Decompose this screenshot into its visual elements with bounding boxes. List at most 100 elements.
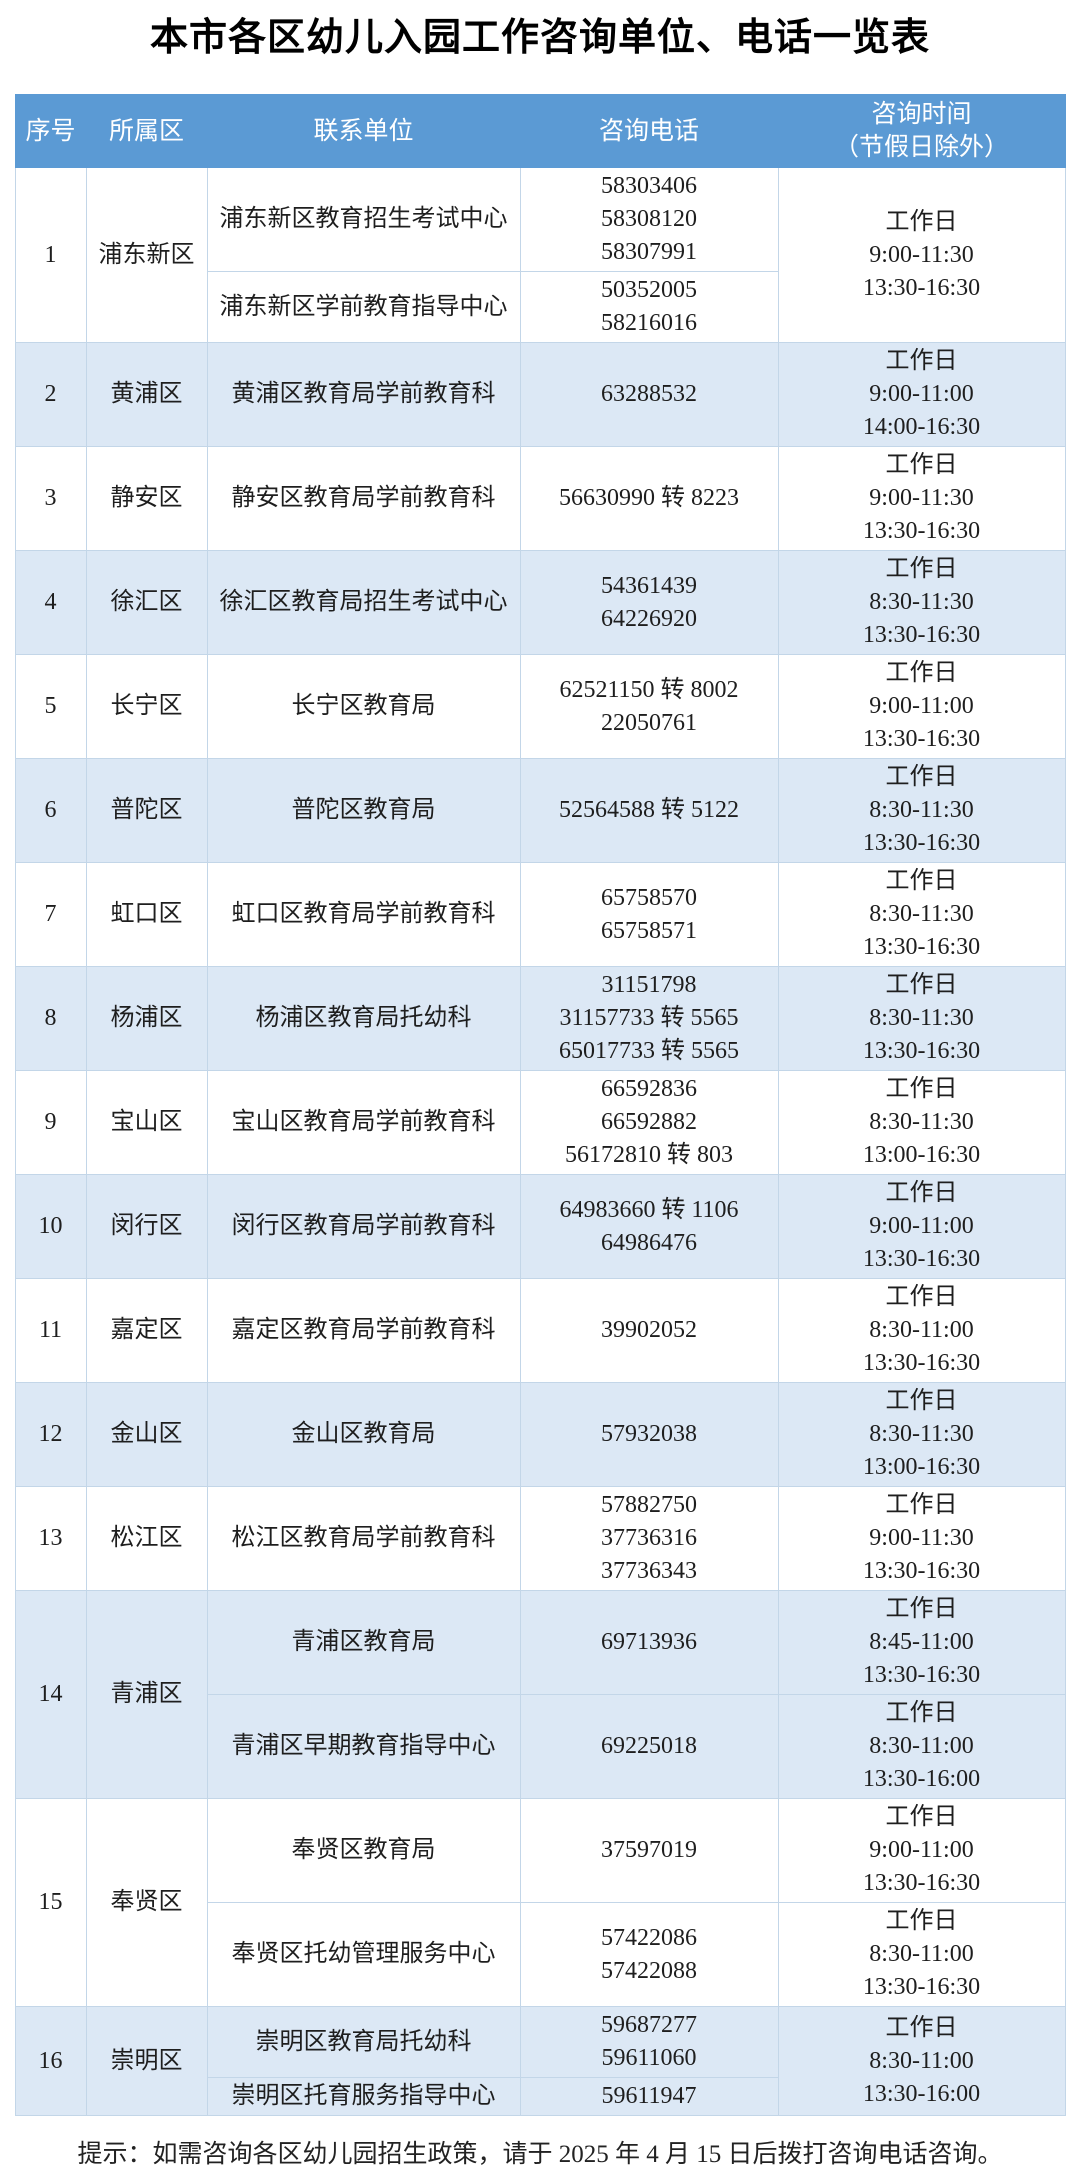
- time-cell: 工作日 8:30-11:00 13:30-16:30: [777, 1902, 1066, 2007]
- unit-cell: 闵行区教育局学前教育科: [206, 1174, 521, 1279]
- table-row: 16 崇明区 崇明区教育局托幼科 59687277 59611060 工作日 8:30-11…: [14, 2006, 1066, 2116]
- unit-cell: 崇明区托育服务指导中心: [206, 2077, 521, 2116]
- row-number-cell: 4: [14, 550, 87, 655]
- district-cell: 嘉定区: [85, 1278, 208, 1383]
- row-number-cell: 2: [14, 342, 87, 447]
- time-cell: 工作日 8:30-11:00 13:30-16:30: [777, 1278, 1066, 1383]
- row-number-cell: 14: [14, 1590, 87, 1799]
- col-header-phone: 咨询电话: [519, 94, 779, 168]
- unit-cell: 崇明区教育局托幼科: [206, 2006, 521, 2078]
- district-cell: 长宁区: [85, 654, 208, 759]
- time-cell: 工作日 9:00-11:30 13:30-16:30: [777, 1486, 1066, 1591]
- page-title: 本市各区幼儿入园工作咨询单位、电话一览表: [149, 17, 930, 59]
- table-row: 8 杨浦区 杨浦区教育局托幼科 31151798 31157733 转 5565 6501…: [14, 966, 1066, 1071]
- row-number-cell: 10: [14, 1174, 87, 1279]
- table-row: 12 金山区 金山区教育局 57932038 工作日 8:30-11:30 13:00-16…: [14, 1382, 1066, 1487]
- time-cell: 工作日 9:00-11:00 13:30-16:30: [777, 654, 1066, 759]
- phone-cell: 64983660 转 1106 64986476: [519, 1174, 779, 1279]
- time-cell: 工作日 8:30-11:00 13:30-16:00: [777, 1694, 1066, 1799]
- row-number-cell: 1: [14, 167, 87, 343]
- phone-cell: 62521150 转 8002 22050761: [519, 654, 779, 759]
- table-row: 5 长宁区 长宁区教育局 62521150 转 8002 22050761 工作日 9:00…: [14, 654, 1066, 759]
- phone-cell: 57932038: [519, 1382, 779, 1487]
- district-cell: 青浦区: [85, 1590, 208, 1799]
- unit-cell: 浦东新区学前教育指导中心: [206, 271, 521, 343]
- phone-cell: 31151798 31157733 转 5565 65017733 转 5565: [519, 966, 779, 1071]
- unit-cell: 静安区教育局学前教育科: [206, 446, 521, 551]
- district-cell: 金山区: [85, 1382, 208, 1487]
- time-cell: 工作日 9:00-11:00 13:30-16:30: [777, 1798, 1066, 1903]
- phone-cell: 57882750 37736316 37736343: [519, 1486, 779, 1591]
- unit-cell: 杨浦区教育局托幼科: [206, 966, 521, 1071]
- unit-cell: 普陀区教育局: [206, 758, 521, 863]
- row-number-cell: 15: [14, 1798, 87, 2007]
- table-row: 青浦区早期教育指导中心 69225018 工作日 8:30-11:00 13:30-16…: [15, 1694, 1066, 1799]
- time-cell: 工作日 8:45-11:00 13:30-16:30: [777, 1590, 1066, 1695]
- table-row: 3 静安区 静安区教育局学前教育科 56630990 转 8223 工作日 9:00-11…: [14, 446, 1066, 551]
- table-row: 14 青浦区 青浦区教育局 69713936 工作日 8:45-11:00 13:30-16…: [14, 1590, 1066, 1799]
- phone-cell: 37597019: [519, 1798, 779, 1903]
- district-cell: 松江区: [85, 1486, 208, 1591]
- phone-cell: 39902052: [519, 1278, 779, 1383]
- phone-cell: 59611947: [519, 2077, 779, 2116]
- table-header: 序号 所属区 联系单位 咨询电话 咨询时间 （节假日除外）: [14, 94, 1066, 168]
- district-cell: 虹口区: [85, 862, 208, 967]
- table-row: 7 虹口区 虹口区教育局学前教育科 65758570 65758571 工作日 8:30-1…: [14, 862, 1066, 967]
- time-cell: 工作日 8:30-11:30 13:30-16:30: [777, 862, 1066, 967]
- row-number-cell: 7: [14, 862, 87, 967]
- phone-cell: 56630990 转 8223: [519, 446, 779, 551]
- col-header-time: 咨询时间 （节假日除外）: [777, 94, 1066, 168]
- unit-cell: 奉贤区教育局: [206, 1798, 521, 1903]
- time-cell: 工作日 9:00-11:00 13:30-16:30: [777, 1174, 1066, 1279]
- table-row: 4 徐汇区 徐汇区教育局招生考试中心 54361439 64226920 工作日 8:30-…: [14, 550, 1066, 655]
- phone-cell: 54361439 64226920: [519, 550, 779, 655]
- phone-cell: 69225018: [519, 1694, 779, 1799]
- row-number-cell: 13: [14, 1486, 87, 1591]
- col-header-time-line2: （节假日除外）: [833, 133, 1009, 161]
- time-cell: 工作日 8:30-11:30 13:30-16:30: [777, 966, 1066, 1071]
- district-cell: 崇明区: [85, 2006, 208, 2116]
- footer-note: 提示：如需咨询各区幼儿园招生政策，请于 2025 年 4 月 15 日后拨打咨询…: [77, 2141, 1003, 2168]
- col-header-unit: 联系单位: [206, 94, 521, 168]
- row-number-cell: 3: [14, 446, 87, 551]
- unit-cell: 青浦区早期教育指导中心: [206, 1694, 521, 1799]
- phone-cell: 52564588 转 5122: [519, 758, 779, 863]
- row-number-cell: 9: [14, 1070, 87, 1175]
- unit-cell: 宝山区教育局学前教育科: [206, 1070, 521, 1175]
- time-cell: 工作日 8:30-11:30 13:00-16:30: [777, 1382, 1066, 1487]
- table-row: 1 浦东新区 浦东新区教育招生考试中心 58303406 58308120 5830799…: [14, 167, 1066, 343]
- row-number-cell: 16: [14, 2006, 87, 2116]
- table-row: 10 闵行区 闵行区教育局学前教育科 64983660 转 1106 64986476 工…: [14, 1174, 1066, 1279]
- phone-cell: 65758570 65758571: [519, 862, 779, 967]
- table-row: 13 松江区 松江区教育局学前教育科 57882750 37736316 37736343…: [14, 1486, 1066, 1591]
- unit-cell: 嘉定区教育局学前教育科: [206, 1278, 521, 1383]
- time-cell: 工作日 8:30-11:30 13:00-16:30: [777, 1070, 1066, 1175]
- unit-cell: 虹口区教育局学前教育科: [206, 862, 521, 967]
- col-header-no: 序号: [14, 94, 87, 168]
- table-row: 15 奉贤区 奉贤区教育局 37597019 工作日 9:00-11:00 13:30-16…: [14, 1798, 1066, 2007]
- table-row: 2 黄浦区 黄浦区教育局学前教育科 63288532 工作日 9:00-11:00 14:0…: [14, 342, 1066, 447]
- unit-cell: 长宁区教育局: [206, 654, 521, 759]
- col-header-district: 所属区: [85, 94, 208, 168]
- phone-cell: 50352005 58216016: [519, 271, 779, 343]
- unit-cell: 浦东新区教育招生考试中心: [206, 167, 521, 272]
- district-cell: 普陀区: [85, 758, 208, 863]
- unit-cell: 青浦区教育局: [206, 1590, 521, 1695]
- district-cell: 黄浦区: [85, 342, 208, 447]
- time-cell: 工作日 9:00-11:00 14:00-16:30: [777, 342, 1066, 447]
- phone-cell: 63288532: [519, 342, 779, 447]
- unit-cell: 松江区教育局学前教育科: [206, 1486, 521, 1591]
- table-row: 崇明区托育服务指导中心 59611947: [15, 2077, 1065, 2116]
- row-number-cell: 8: [14, 966, 87, 1071]
- table-row: 奉贤区托幼管理服务中心 57422086 57422088 工作日 8:30-11:00…: [15, 1902, 1066, 2007]
- table-row: 浦东新区学前教育指导中心 50352005 58216016: [15, 271, 1065, 343]
- time-cell: 工作日 8:30-11:30 13:30-16:30: [777, 550, 1066, 655]
- district-cell: 奉贤区: [85, 1798, 208, 2007]
- phone-cell: 59687277 59611060: [519, 2006, 779, 2078]
- district-cell: 闵行区: [85, 1174, 208, 1279]
- row-number-cell: 11: [14, 1278, 87, 1383]
- table-body: 1 浦东新区 浦东新区教育招生考试中心 58303406 58308120 5830799…: [14, 167, 1066, 2116]
- consultation-table: 序号 所属区 联系单位 咨询电话 咨询时间 （节假日除外） 1 浦东新区 浦东新区教…: [14, 94, 1066, 2116]
- row-number-cell: 5: [14, 654, 87, 759]
- time-cell: 工作日 9:00-11:30 13:30-16:30: [777, 446, 1066, 551]
